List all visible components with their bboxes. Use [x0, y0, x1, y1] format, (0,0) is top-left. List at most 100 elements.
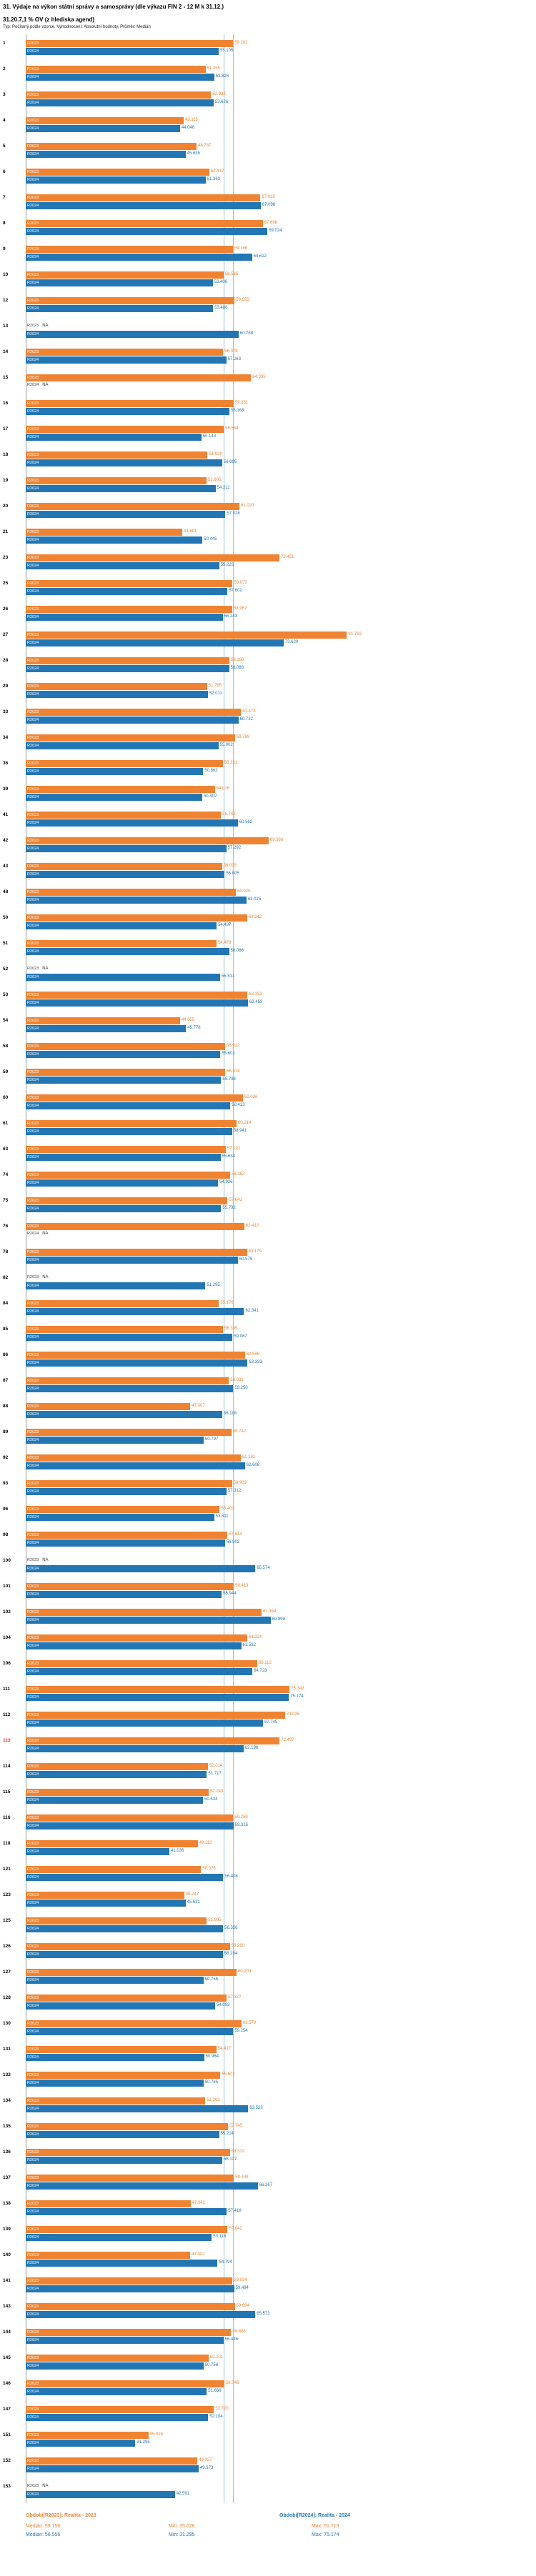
bar-r2023[interactable]: R2023: [26, 142, 197, 150]
bar-r2024[interactable]: R2024: [26, 1256, 238, 1264]
bar-r2024[interactable]: R2024: [26, 1102, 231, 1109]
bar-r2024[interactable]: R2024: [26, 1616, 271, 1624]
bar-r2023[interactable]: R2023: [26, 837, 269, 844]
bar-r2023[interactable]: R2023: [26, 2302, 235, 2310]
bar-r2024[interactable]: R2024: [26, 2027, 234, 2035]
bar-r2024[interactable]: R2024: [26, 1513, 214, 1521]
bar-r2024[interactable]: R2024: [26, 1693, 289, 1701]
bar-r2024[interactable]: R2024: [26, 227, 268, 235]
bar-r2023[interactable]: R2023: [26, 605, 232, 613]
bar-r2024[interactable]: R2024: [26, 1307, 244, 1315]
bar-r2024[interactable]: R2024: [26, 793, 202, 801]
bar-r2023[interactable]: R2023: [26, 1788, 209, 1796]
bar-r2023[interactable]: R2023: [26, 476, 207, 484]
bar-r2023[interactable]: R2023: [26, 1865, 202, 1873]
bar-r2023[interactable]: R2023: [26, 2328, 232, 2336]
bar-r2024[interactable]: R2024: [26, 639, 284, 647]
bar-r2024[interactable]: R2024: [26, 1950, 223, 1958]
bar-r2024[interactable]: R2024: [26, 1770, 207, 1778]
bar-r2024[interactable]: R2024: [26, 1899, 186, 1907]
legend-item-r2024[interactable]: Období[R2024]: Realita - 2024: [279, 2513, 350, 2518]
bar-r2023[interactable]: R2023: [26, 2148, 230, 2156]
bar-r2023[interactable]: R2023: [26, 1222, 244, 1230]
bar-r2023[interactable]: R2023: [26, 1248, 247, 1256]
bar-r2023[interactable]: R2023: [26, 219, 263, 227]
bar-r2023[interactable]: R2023: [26, 1428, 232, 1436]
bar-r2024[interactable]: R2024: [26, 896, 247, 904]
bar-r2024[interactable]: R2024: [26, 947, 229, 955]
bar-r2024[interactable]: R2024: [26, 1744, 244, 1752]
bar-r2024[interactable]: R2024: [26, 510, 226, 518]
bar-r2023[interactable]: R2023: [26, 1402, 191, 1410]
bar-r2023[interactable]: R2023: [26, 1145, 226, 1153]
bar-r2023[interactable]: R2023: [26, 579, 233, 587]
bar-r2024[interactable]: R2024: [26, 690, 208, 698]
bar-r2023[interactable]: R2023: [26, 399, 234, 407]
bar-r2023[interactable]: R2023: [26, 2097, 206, 2105]
bar-r2024[interactable]: R2024: [26, 1590, 222, 1598]
bar-r2023[interactable]: R2023: [26, 785, 215, 793]
bar-r2023[interactable]: R2023: [26, 1634, 247, 1642]
bar-r2024[interactable]: R2024: [26, 1719, 263, 1727]
bar-r2023[interactable]: R2023: [26, 1814, 234, 1822]
bar-r2023[interactable]: R2023: [26, 2380, 225, 2387]
bar-r2023[interactable]: R2023: [26, 374, 252, 381]
bar-r2024[interactable]: R2024: [26, 1873, 224, 1881]
bar-r2023[interactable]: R2023: [26, 65, 206, 73]
bar-r2023[interactable]: R2023: [26, 1737, 280, 1744]
bar-r2023[interactable]: R2023: [26, 1685, 290, 1693]
bar-r2024[interactable]: R2024: [26, 742, 219, 749]
bar-r2024[interactable]: R2024: [26, 2362, 204, 2370]
bar-r2023[interactable]: R2023: [26, 1582, 234, 1590]
bar-r2024[interactable]: R2024: [26, 587, 228, 595]
bar-r2023[interactable]: R2023: [26, 1917, 207, 1924]
bar-r2024[interactable]: R2024: [26, 484, 216, 492]
bar-r2023[interactable]: R2023: [26, 631, 347, 639]
bar-r2023[interactable]: R2023: [26, 1942, 230, 1950]
bar-r2023[interactable]: R2023: [26, 1608, 262, 1616]
bar-r2024[interactable]: R2024: [26, 1076, 222, 1084]
bar-r2023[interactable]: R2023: [26, 2405, 214, 2413]
bar-r2024[interactable]: R2024: [26, 536, 203, 544]
bar-r2023[interactable]: R2023: [26, 1325, 224, 1333]
bar-r2023[interactable]: R2023: [26, 1531, 228, 1539]
bar-r2024[interactable]: R2024: [26, 1667, 253, 1675]
bar-r2024[interactable]: R2024: [26, 716, 239, 724]
bar-r2023[interactable]: R2023: [26, 708, 242, 716]
bar-r2024[interactable]: R2024: [26, 613, 223, 621]
bar-r2024[interactable]: R2024: [26, 433, 202, 441]
bar-r2024[interactable]: R2024: [26, 279, 213, 286]
bar-r2024[interactable]: R2024: [26, 2490, 175, 2498]
bar-r2024[interactable]: R2024: [26, 1024, 187, 1032]
bar-r2023[interactable]: R2023: [26, 528, 182, 536]
bar-r2024[interactable]: R2024: [26, 1179, 219, 1187]
bar-r2024[interactable]: R2024: [26, 2259, 218, 2267]
bar-r2023[interactable]: R2023: [26, 2354, 209, 2362]
bar-r2024[interactable]: R2024: [26, 999, 248, 1007]
bar-r2024[interactable]: R2024: [26, 2336, 224, 2344]
bar-r2023[interactable]: R2023: [26, 1299, 219, 1307]
bar-r2023[interactable]: R2023: [26, 2225, 228, 2233]
bar-r2023[interactable]: R2023: [26, 2071, 221, 2079]
bar-r2023[interactable]: R2023: [26, 425, 224, 433]
bar-r2023[interactable]: R2023: [26, 2457, 198, 2465]
bar-r2023[interactable]: R2023: [26, 1068, 226, 1076]
bar-r2024[interactable]: R2024: [26, 150, 186, 158]
bar-r2024[interactable]: R2024: [26, 2285, 234, 2292]
bar-r2023[interactable]: R2023: [26, 1454, 241, 1462]
bar-r2024[interactable]: R2024: [26, 304, 214, 312]
bar-r2024[interactable]: R2024: [26, 973, 220, 981]
bar-r2024[interactable]: R2024: [26, 407, 229, 415]
bar-r2023[interactable]: R2023: [26, 734, 235, 742]
bar-r2024[interactable]: R2024: [26, 1847, 170, 1855]
bar-r2024[interactable]: R2024: [26, 1127, 232, 1135]
bar-r2024[interactable]: R2024: [26, 1204, 222, 1212]
bar-r2024[interactable]: R2024: [26, 1282, 206, 1289]
bar-r2024[interactable]: R2024: [26, 201, 261, 209]
bar-r2023[interactable]: R2023: [26, 502, 239, 510]
bar-r2023[interactable]: R2023: [26, 657, 229, 664]
bar-r2023[interactable]: R2023: [26, 296, 235, 304]
bar-r2024[interactable]: R2024: [26, 1487, 227, 1495]
bar-r2023[interactable]: R2023: [26, 811, 222, 819]
bar-r2024[interactable]: R2024: [26, 2105, 249, 2112]
